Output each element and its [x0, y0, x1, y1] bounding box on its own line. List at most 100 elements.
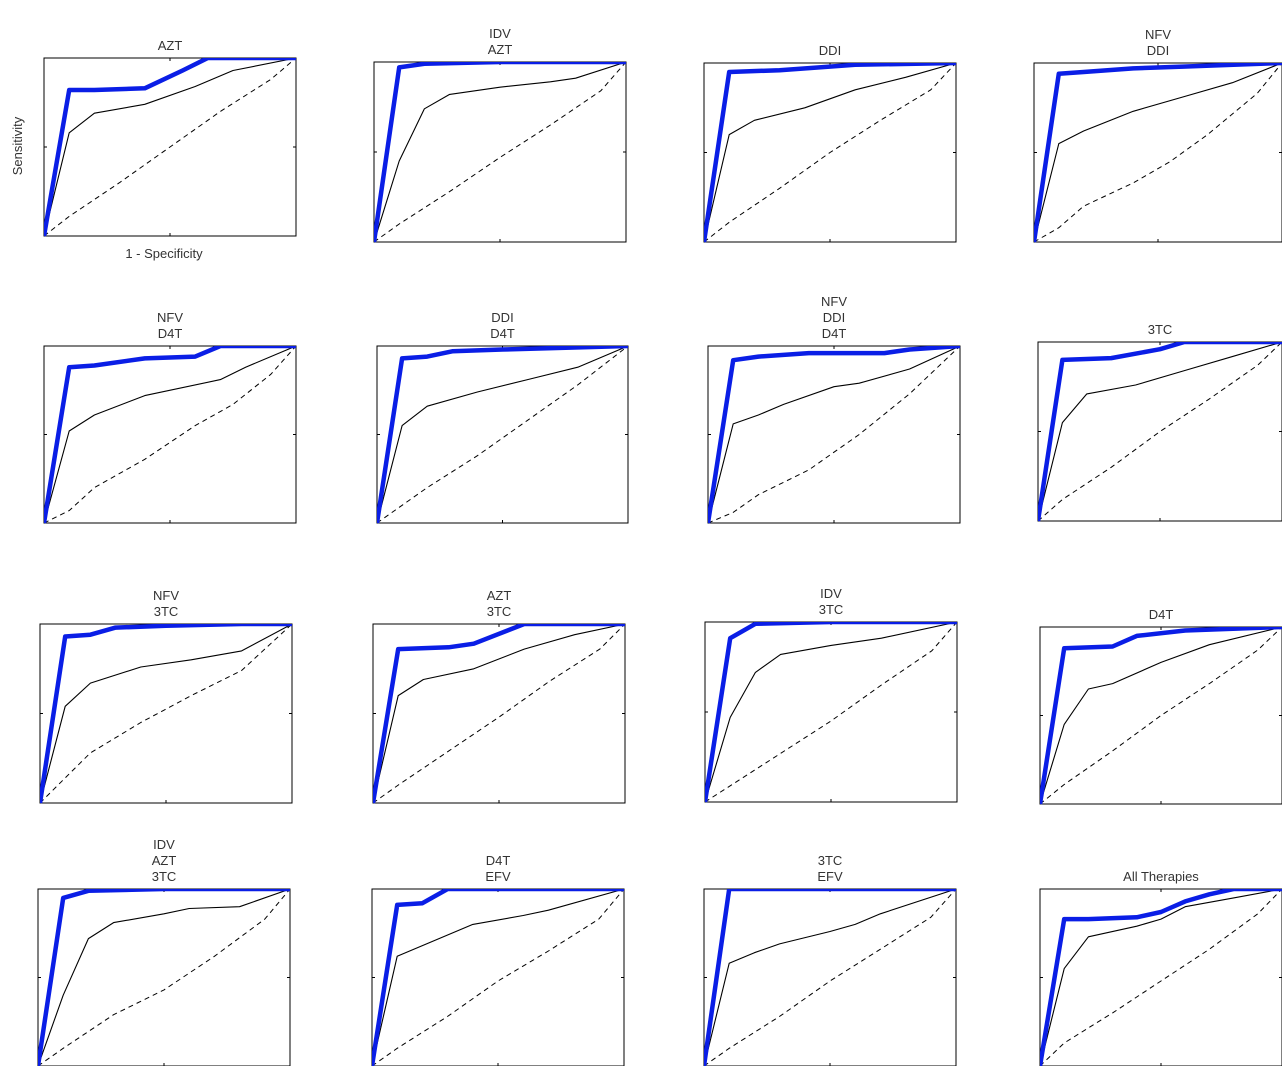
panel-title-line: D4T: [490, 326, 515, 341]
roc-curve-thin-solid: [44, 58, 297, 237]
panel-title-line: NFV: [1145, 27, 1171, 42]
roc-curve-dashed: [377, 346, 629, 524]
plot-frame: [39, 623, 293, 804]
panel-title-line: DDI: [491, 310, 513, 325]
roc-curve-thin-solid: [373, 624, 626, 804]
plot-frame: [37, 888, 291, 1066]
panel-title-line: EFV: [817, 869, 843, 884]
roc-curve-thin-solid: [40, 624, 293, 804]
panel-title-line: 3TC: [818, 853, 843, 868]
roc-curve-dashed: [44, 58, 297, 237]
panel-title-line: 3TC: [487, 604, 512, 619]
roc-curve-thin-solid: [372, 889, 625, 1066]
roc-curve-thin-solid: [377, 346, 629, 524]
panel-title-line: D4T: [486, 853, 511, 868]
plot-frame: [373, 61, 627, 243]
roc-curve-thick-blue: [1040, 627, 1282, 805]
roc-curve-thick-blue: [372, 889, 624, 1066]
y-axis-label: Sensitivity: [10, 116, 25, 175]
roc-curve-dashed: [373, 624, 626, 804]
roc-curve-thin-solid: [704, 63, 957, 243]
roc-curve-thin-solid: [1040, 627, 1282, 805]
plot-frame: [703, 888, 957, 1066]
roc-curve-dashed: [44, 346, 297, 524]
plot-frame: [371, 888, 625, 1066]
roc-curve-dashed: [1034, 63, 1282, 243]
plot-frame: [1033, 62, 1282, 243]
panel-title-line: 3TC: [1148, 322, 1173, 337]
roc-panel-16: All Therapies: [1039, 869, 1282, 1066]
panel-title-line: IDV: [489, 26, 511, 41]
panel-title-line: NFV: [157, 310, 183, 325]
roc-curve-dashed: [38, 889, 291, 1066]
roc-curve-dashed: [1040, 889, 1282, 1066]
plot-frame: [1039, 888, 1282, 1066]
panel-title-line: EFV: [485, 869, 511, 884]
roc-curve-thin-solid: [704, 889, 957, 1066]
roc-curve-thin-solid: [374, 62, 627, 243]
roc-curve-thick-blue: [374, 62, 626, 243]
panel-title-line: D4T: [158, 326, 183, 341]
panel-title-line: NFV: [821, 294, 847, 309]
panel-title-line: All Therapies: [1123, 869, 1199, 884]
roc-panel-8: 3TC: [1037, 322, 1282, 522]
x-axis-label: 1 - Specificity: [125, 246, 203, 261]
roc-curve-dashed: [374, 62, 627, 243]
plot-frame: [1037, 341, 1282, 522]
panel-title-line: D4T: [822, 326, 847, 341]
roc-curve-dashed: [372, 889, 625, 1066]
panel-title-line: 3TC: [152, 869, 177, 884]
roc-curve-dashed: [704, 63, 957, 243]
panel-title-line: AZT: [488, 42, 513, 57]
roc-curve-thick-blue: [40, 624, 292, 804]
plot-frame: [43, 345, 297, 524]
roc-panel-1: AZT: [43, 38, 297, 237]
roc-panel-12: D4T: [1039, 607, 1282, 805]
panel-title-line: 3TC: [154, 604, 179, 619]
roc-curve-dashed: [704, 889, 957, 1066]
panel-title-line: DDI: [819, 43, 841, 58]
roc-curve-thick-blue: [38, 889, 290, 1066]
roc-curve-thick-blue: [44, 346, 296, 524]
plot-frame: [1039, 626, 1282, 805]
panel-title-line: DDI: [1147, 43, 1169, 58]
roc-curve-thick-blue: [1034, 63, 1282, 243]
panel-title-line: 3TC: [819, 602, 844, 617]
panel-title-line: DDI: [823, 310, 845, 325]
panel-title-line: IDV: [153, 837, 175, 852]
roc-curve-dashed: [1040, 627, 1282, 805]
roc-curve-thick-blue: [1038, 342, 1282, 522]
roc-curve-dashed: [708, 346, 961, 524]
roc-curve-thick-blue: [704, 63, 957, 243]
roc-curve-thin-solid: [44, 346, 297, 524]
roc-curve-thin-solid: [708, 346, 961, 524]
roc-curve-dashed: [705, 622, 958, 803]
roc-curve-thin-solid: [38, 889, 291, 1066]
roc-curve-thin-solid: [705, 622, 958, 803]
plot-frame: [707, 345, 961, 524]
roc-curve-thick-blue: [373, 624, 625, 804]
panel-title-line: D4T: [1149, 607, 1174, 622]
panel-title-line: AZT: [487, 588, 512, 603]
roc-curve-thin-solid: [1040, 889, 1282, 1066]
roc-curve-thin-solid: [1034, 63, 1282, 243]
roc-curve-thick-blue: [44, 58, 296, 237]
roc-curve-thin-solid: [1038, 342, 1282, 522]
roc-curve-thick-blue: [708, 346, 961, 524]
roc-curve-thick-blue: [704, 889, 956, 1066]
roc-panel-3: DDI: [703, 43, 957, 243]
panel-title-line: AZT: [152, 853, 177, 868]
panel-title-line: IDV: [820, 586, 842, 601]
